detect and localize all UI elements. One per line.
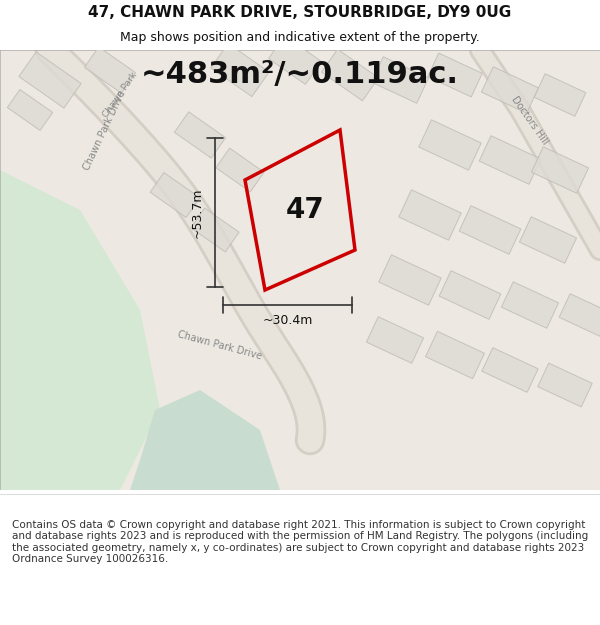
Polygon shape bbox=[439, 271, 501, 319]
Polygon shape bbox=[534, 74, 586, 116]
Polygon shape bbox=[322, 49, 379, 101]
Polygon shape bbox=[211, 43, 269, 97]
Polygon shape bbox=[399, 190, 461, 240]
Polygon shape bbox=[559, 294, 600, 336]
Polygon shape bbox=[520, 217, 577, 263]
Polygon shape bbox=[0, 170, 160, 490]
Polygon shape bbox=[216, 148, 264, 192]
Polygon shape bbox=[130, 390, 280, 490]
Polygon shape bbox=[502, 282, 559, 328]
Text: ~30.4m: ~30.4m bbox=[262, 314, 313, 326]
Polygon shape bbox=[479, 136, 541, 184]
Text: 47, CHAWN PARK DRIVE, STOURBRIDGE, DY9 0UG: 47, CHAWN PARK DRIVE, STOURBRIDGE, DY9 0… bbox=[88, 5, 512, 20]
Polygon shape bbox=[19, 52, 81, 108]
Polygon shape bbox=[481, 67, 539, 113]
Polygon shape bbox=[459, 206, 521, 254]
Polygon shape bbox=[7, 89, 53, 131]
Polygon shape bbox=[367, 317, 424, 363]
Polygon shape bbox=[191, 208, 239, 252]
Polygon shape bbox=[150, 173, 200, 218]
Polygon shape bbox=[379, 255, 441, 305]
Text: Chawn Park Drive: Chawn Park Drive bbox=[82, 89, 128, 171]
Text: Doctors Hill: Doctors Hill bbox=[510, 94, 550, 146]
Polygon shape bbox=[419, 120, 481, 170]
Text: ~53.7m: ~53.7m bbox=[191, 188, 203, 238]
Polygon shape bbox=[371, 57, 428, 103]
Text: Chawn Park Drive: Chawn Park Drive bbox=[177, 329, 263, 361]
Text: Contains OS data © Crown copyright and database right 2021. This information is : Contains OS data © Crown copyright and d… bbox=[12, 520, 588, 564]
Polygon shape bbox=[175, 112, 226, 158]
Polygon shape bbox=[428, 53, 482, 97]
Text: Chawn Park: Chawn Park bbox=[101, 71, 139, 119]
Text: ~483m²/~0.119ac.: ~483m²/~0.119ac. bbox=[141, 61, 459, 89]
Polygon shape bbox=[482, 348, 538, 392]
Polygon shape bbox=[532, 147, 589, 193]
Text: Map shows position and indicative extent of the property.: Map shows position and indicative extent… bbox=[120, 31, 480, 44]
Polygon shape bbox=[85, 47, 136, 93]
Polygon shape bbox=[538, 363, 592, 407]
Polygon shape bbox=[425, 331, 484, 379]
Text: 47: 47 bbox=[286, 196, 325, 224]
Polygon shape bbox=[269, 36, 322, 84]
